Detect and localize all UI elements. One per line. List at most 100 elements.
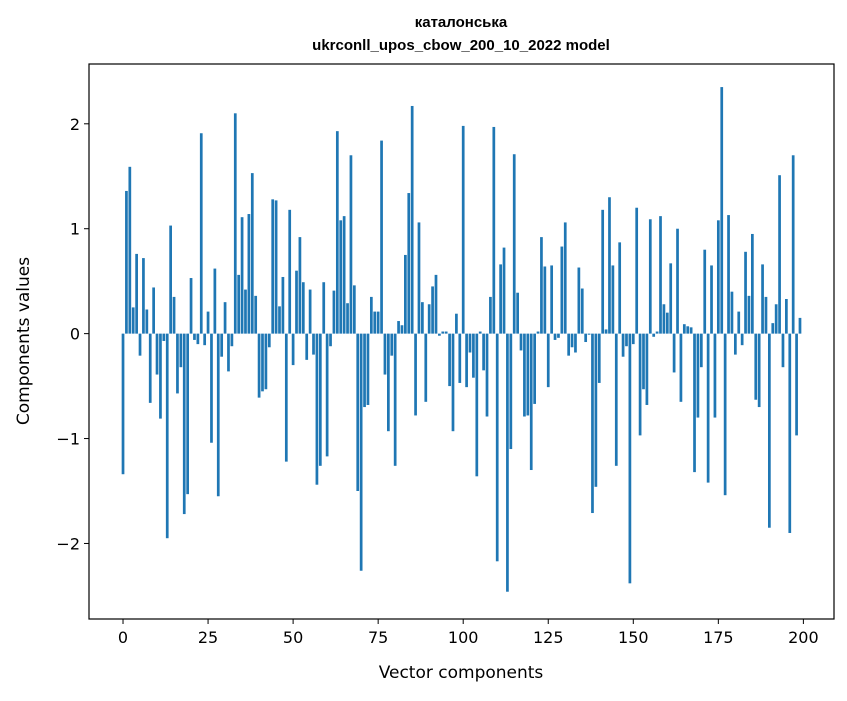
- bar-component-66: [346, 303, 349, 334]
- bar-component-134: [577, 267, 581, 334]
- bar-component-46: [278, 306, 281, 334]
- bar-component-168: [693, 333, 696, 473]
- bar-component-103: [472, 333, 475, 378]
- bar-component-190: [768, 333, 771, 528]
- bar-component-112: [502, 247, 506, 334]
- bar-component-78: [387, 333, 390, 432]
- bar-component-98: [455, 313, 458, 334]
- bar-component-175: [716, 220, 720, 334]
- bar-component-82: [400, 325, 404, 334]
- bar-component-37: [247, 214, 251, 334]
- bar-component-128: [557, 333, 560, 338]
- x-tick-label: 125: [533, 628, 564, 647]
- x-tick-label: 200: [788, 628, 819, 647]
- bar-component-177: [723, 333, 727, 496]
- bar-component-199: [798, 317, 802, 334]
- bar-component-89: [424, 333, 428, 402]
- bar-component-12: [162, 333, 166, 341]
- chart-title-line2: ukrconll_upos_cbow_200_10_2022 model: [312, 37, 610, 54]
- bar-component-99: [458, 333, 462, 383]
- bar-component-2: [128, 166, 132, 334]
- bar-component-95: [444, 331, 448, 334]
- bar-component-83: [404, 254, 407, 334]
- bar-component-10: [155, 333, 159, 375]
- bar-component-34: [237, 274, 241, 334]
- bar-component-65: [342, 216, 346, 334]
- bar-component-148: [625, 333, 628, 347]
- bar-component-197: [791, 155, 795, 334]
- bar-component-115: [512, 154, 516, 334]
- bar-component-62: [332, 290, 336, 334]
- bar-component-122: [536, 331, 540, 334]
- bar-component-6: [142, 258, 145, 334]
- bar-component-131: [567, 333, 571, 356]
- bar-component-164: [679, 333, 683, 402]
- bar-component-38: [250, 173, 254, 334]
- bar-component-56: [312, 333, 315, 355]
- bar-component-151: [635, 207, 639, 334]
- bar-component-176: [720, 87, 724, 334]
- bar-component-0: [121, 333, 125, 475]
- bar-component-48: [284, 333, 288, 462]
- bar-component-15: [172, 296, 176, 334]
- bar-component-81: [397, 321, 400, 334]
- bar-component-96: [448, 333, 451, 387]
- bar-component-64: [339, 220, 343, 334]
- bar-component-187: [757, 333, 761, 408]
- bar-component-173: [710, 265, 713, 334]
- y-tick-label: −1: [56, 430, 80, 449]
- bar-component-184: [747, 295, 751, 334]
- x-axis-label: Vector components: [379, 663, 544, 683]
- bar-component-26: [210, 333, 213, 443]
- bar-component-102: [468, 333, 472, 353]
- bar-component-104: [475, 333, 479, 477]
- bar-component-139: [594, 333, 598, 487]
- bar-component-70: [359, 333, 363, 571]
- bar-component-73: [369, 296, 373, 334]
- bar-component-30: [223, 302, 227, 334]
- bar-component-94: [441, 331, 445, 334]
- bar-component-106: [482, 333, 485, 371]
- bar-component-16: [176, 333, 179, 394]
- x-tick-label: 175: [703, 628, 734, 647]
- bar-component-63: [335, 131, 339, 334]
- bar-component-97: [451, 333, 455, 432]
- bar-component-188: [761, 264, 764, 334]
- bar-component-32: [230, 333, 234, 347]
- bar-component-142: [604, 329, 608, 334]
- bar-component-181: [737, 311, 741, 334]
- bar-component-58: [318, 333, 322, 466]
- bar-component-189: [764, 296, 768, 334]
- bar-component-21: [193, 333, 196, 340]
- bar-component-123: [540, 237, 543, 334]
- bar-component-69: [356, 333, 360, 491]
- bar-component-145: [614, 333, 618, 466]
- bar-component-41: [261, 333, 264, 392]
- bar-component-150: [631, 333, 635, 345]
- bar-component-27: [213, 268, 217, 334]
- bar-component-171: [703, 249, 707, 334]
- bar-component-135: [580, 288, 584, 334]
- bar-component-155: [648, 219, 652, 334]
- bar-component-28: [216, 333, 220, 497]
- x-tick-label: 150: [618, 628, 649, 647]
- y-tick-label: 2: [70, 115, 80, 134]
- bar-component-77: [383, 333, 387, 375]
- bar-component-9: [152, 287, 155, 334]
- x-tick-label: 50: [283, 628, 303, 647]
- bar-component-29: [220, 333, 224, 357]
- bar-component-55: [308, 289, 312, 334]
- x-tick-label: 75: [368, 628, 388, 647]
- bar-component-108: [489, 296, 492, 334]
- bar-component-114: [509, 333, 513, 450]
- bar-component-84: [407, 193, 411, 334]
- bar-component-130: [563, 222, 567, 334]
- bar-component-51: [295, 270, 298, 334]
- bar-component-172: [706, 333, 710, 483]
- bar-component-53: [301, 282, 305, 334]
- bar-component-117: [519, 333, 523, 351]
- plot-frame: [88, 63, 835, 620]
- y-axis-ticks: −2 −1 0 1 2: [56, 115, 89, 553]
- bar-component-192: [774, 304, 778, 334]
- bar-component-105: [478, 331, 482, 334]
